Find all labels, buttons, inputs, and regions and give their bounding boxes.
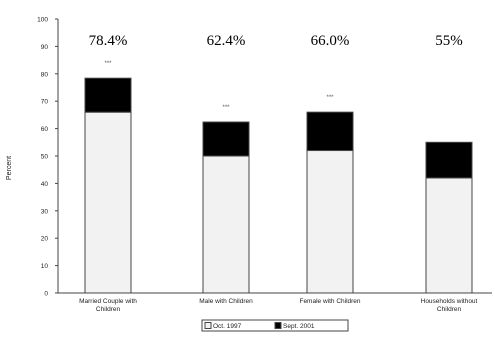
bar-oct-1997-1	[202, 155, 250, 294]
bar-oct-1997-2	[306, 150, 354, 294]
total-label-2: 66.0%	[311, 33, 350, 49]
category-label-0-line-0: Married Couple with	[79, 298, 137, 305]
y-axis-title: Percent	[6, 156, 13, 180]
bar-oct-1997-0	[84, 111, 132, 294]
labels-layer: 78.4%***Married Couple withChildren62.4%…	[79, 33, 477, 313]
bar-sept-2001-1	[202, 121, 250, 157]
bar-sept-2001-3	[425, 141, 473, 179]
legend: Oct. 1997 Sept. 2001	[201, 319, 349, 332]
bar-sept-2001-2	[306, 111, 354, 152]
y-tick-label-50: 50	[41, 154, 49, 161]
y-tick-label-90: 90	[41, 44, 49, 51]
total-label-1: 62.4%	[207, 33, 246, 49]
y-tick-label-100: 100	[37, 17, 48, 24]
legend-swatch-sept-2001	[274, 322, 282, 329]
y-tick-label-60: 60	[41, 126, 49, 133]
y-tick-label-80: 80	[41, 71, 49, 78]
total-label-0: 78.4%	[89, 33, 128, 49]
significance-mark-0: ***	[104, 61, 112, 67]
category-label-2-line-0: Female with Children	[299, 298, 360, 305]
y-tick-label-40: 40	[41, 181, 49, 188]
y-tick-label-20: 20	[41, 236, 49, 243]
bar-oct-1997-3	[425, 177, 473, 294]
category-label-0-line-1: Children	[96, 306, 121, 313]
category-label-1-line-0: Male with Children	[199, 298, 253, 305]
bar-sept-2001-0	[84, 77, 132, 113]
legend-label-oct-1997: Oct. 1997	[213, 323, 242, 330]
legend-label-sept-2001: Sept. 2001	[283, 323, 315, 330]
y-tick-label-0: 0	[44, 291, 48, 298]
legend-swatch-oct-1997	[204, 322, 212, 329]
total-label-3: 55%	[435, 33, 463, 49]
category-label-3-line-1: Children	[437, 306, 462, 313]
y-tick-label-70: 70	[41, 99, 49, 106]
significance-mark-1: ***	[222, 105, 230, 111]
significance-mark-2: ***	[326, 95, 334, 101]
bars-layer	[84, 77, 473, 294]
y-tick-label-30: 30	[41, 208, 49, 215]
y-tick-label-10: 10	[41, 263, 49, 270]
category-label-3-line-0: Households without	[421, 298, 478, 305]
